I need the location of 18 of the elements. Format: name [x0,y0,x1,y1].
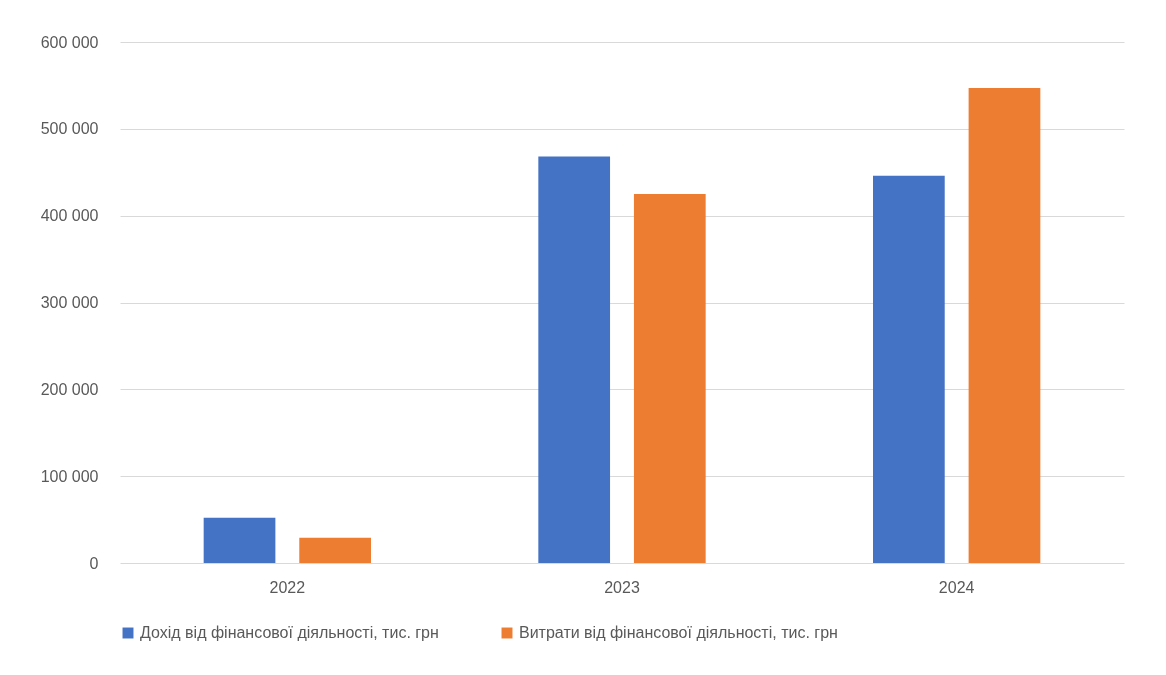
y-tick-label: 300 000 [40,294,99,311]
bar [538,156,611,563]
bar [633,193,706,563]
x-tick-label: 2024 [938,578,975,596]
bar [203,517,276,563]
y-tick-label: 200 000 [40,380,99,398]
y-tick-label: 400 000 [40,207,99,225]
bar [299,537,371,563]
legend-label: Дохід від фінансової діяльності, тис. грн [140,624,439,641]
x-tick-label: 2023 [604,578,640,596]
y-tick-label: 100 000 [40,467,99,485]
x-tick-label: 2022 [269,578,306,596]
bar [968,88,1041,563]
y-tick-label: 600 000 [40,33,99,51]
y-tick-label: 0 [89,554,99,572]
legend-label: Витрати від фінансової діяльності, тис. грн [519,624,838,641]
bar [873,175,945,563]
y-tick-label: 500 000 [40,120,99,138]
